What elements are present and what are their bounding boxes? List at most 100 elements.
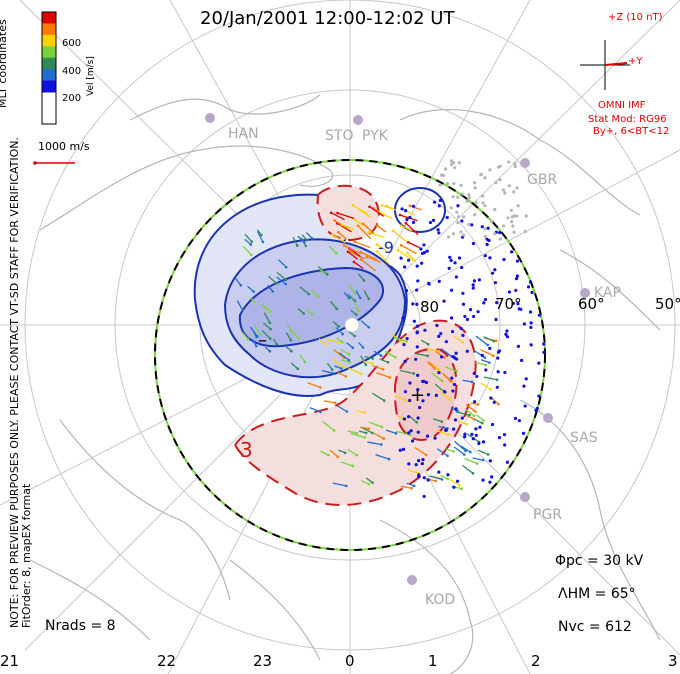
velocity-point [457,161,461,165]
velocity-point [485,237,489,241]
velocity-vector-origin [351,464,355,468]
velocity-vector-origin [406,241,410,244]
velocity-point [497,435,502,440]
velocity-point [400,207,404,211]
velocity-point [483,204,487,208]
station-kod: KOD [425,592,456,608]
velocity-vector [429,475,443,481]
velocity-point [467,193,471,197]
velocity-vector-origin [304,244,308,248]
velocity-vector-origin [295,244,299,247]
velocity-point [453,356,457,360]
velocity-point [422,476,426,480]
velocity-point [493,281,498,285]
velocity-point [481,478,485,482]
velocity-point [403,265,407,269]
velocity-point [449,163,454,167]
velocity-vector-origin [305,238,309,242]
velocity-point [456,220,460,225]
velocity-vector [321,369,333,374]
velocity-point [424,380,429,385]
velocity-vector-origin [449,379,452,383]
velocity-point [537,313,542,317]
velocity-vector-origin [386,361,390,364]
velocity-point [472,279,477,283]
velocity-point [419,247,423,251]
velocity-vector-origin [375,224,379,228]
velocity-point [437,204,441,208]
velocity-vector [384,350,396,358]
velocity-vector-origin [249,243,253,246]
velocity-vector-origin [261,240,265,244]
velocity-point [461,233,466,237]
velocity-point [449,316,454,320]
velocity-vector-origin [246,337,250,341]
velocity-point [467,196,471,200]
velocity-vector-origin [405,251,409,255]
velocity-point [411,204,416,208]
velocity-vector [406,482,415,487]
velocity-point [455,479,460,483]
colorbar-segment [42,57,56,70]
colorbar-tick-600: 600 [62,38,82,49]
velocity-point [444,167,448,171]
velocity-point [452,485,456,489]
velocity-point [495,301,499,305]
velocity-vector-origin [296,367,300,371]
velocity-point [414,463,418,467]
velocity-vector [326,362,333,371]
velocity-vector [347,448,358,456]
velocity-vector [276,271,287,281]
velocity-point [422,379,426,383]
velocity-point [516,204,520,208]
velocity-vector [261,330,271,340]
velocity-point [514,277,519,281]
velocity-point [426,393,431,397]
velocity-point [448,255,452,259]
station-gbr: GBR [527,172,558,188]
velocity-vector-origin [460,487,464,490]
velocity-vector [247,285,255,293]
velocity-point [449,258,453,263]
velocity-point [512,230,516,234]
velocity-point [481,201,485,205]
velocity-vector-origin [331,371,335,375]
velocity-vector-origin [333,219,336,222]
velocity-point [439,355,444,359]
velocity-point [493,232,497,236]
velocity-vector [460,445,471,453]
velocity-vector [320,450,329,456]
velocity-vector-origin [363,436,367,439]
velocity-vector-origin [494,339,498,343]
velocity-point [484,368,488,372]
velocity-vector-origin [472,417,476,421]
velocity-vector-origin [448,398,452,401]
velocity-point [473,181,477,185]
velocity-vector [369,206,385,217]
velocity-point [476,310,480,314]
velocity-vector-origin [342,244,346,247]
velocity-point [513,416,518,420]
velocity-point [460,265,464,270]
velocity-point [529,321,533,325]
velocity-vector [290,329,300,339]
velocity-vector-origin [362,279,366,282]
velocity-point [474,427,478,431]
velocity-vector-origin [321,271,325,274]
velocity-vector-origin [250,240,254,243]
velocity-vector [360,480,370,485]
velocity-point [506,216,510,220]
velocity-point [488,168,492,172]
velocity-vector-origin [370,431,374,435]
velocity-vector-origin [405,340,409,343]
velocity-point [453,261,457,265]
velocity-vector-origin [434,479,438,483]
velocity-vector [439,390,451,400]
velocity-point [449,206,453,210]
velocity-vector [442,373,451,382]
velocity-vector-origin [375,243,379,246]
velocity-vector [244,238,252,246]
velocity-point [471,437,475,441]
velocity-vector [340,359,351,363]
velocity-vector-origin [311,313,314,316]
